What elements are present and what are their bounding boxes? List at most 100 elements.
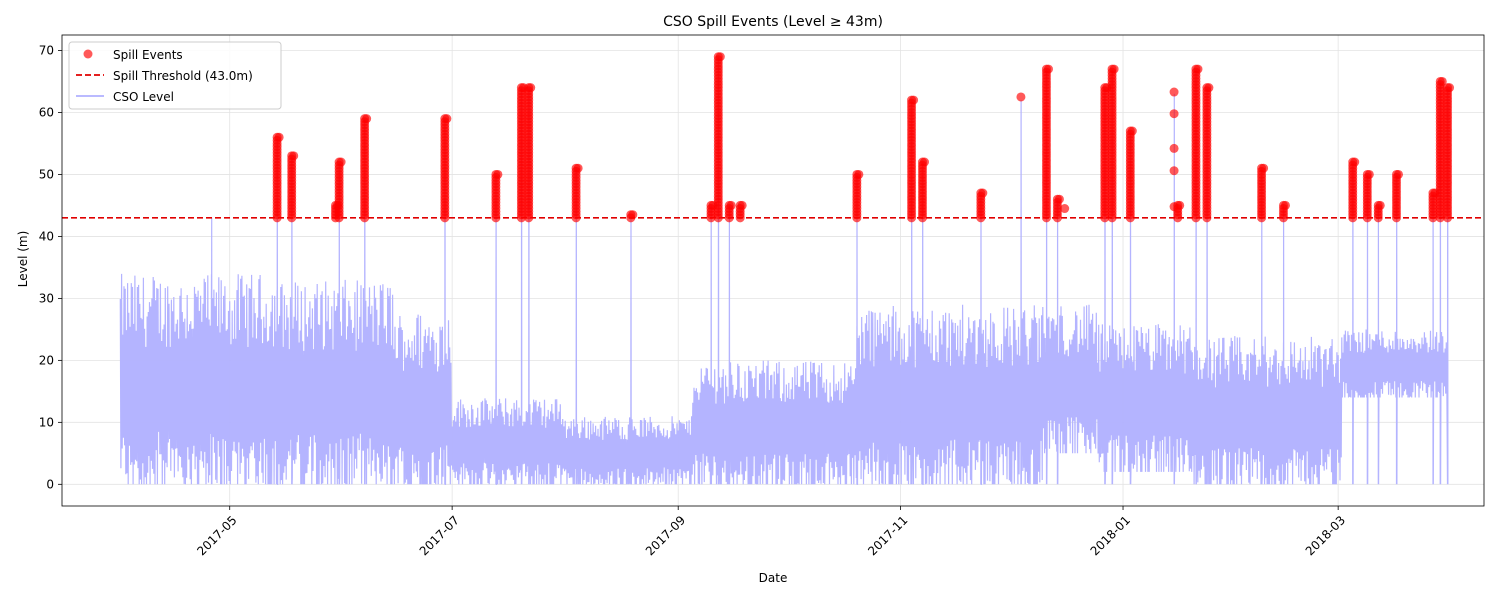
legend-label-spill-threshold: Spill Threshold (43.0m) (113, 69, 253, 83)
y-tick-label: 40 (39, 229, 54, 243)
spill-point (628, 210, 638, 220)
spill-event (491, 169, 503, 223)
spill-point (289, 151, 299, 161)
spill-event (440, 114, 452, 223)
spill-event (724, 200, 736, 223)
spill-event (272, 132, 284, 223)
spill-point (336, 157, 346, 167)
spill-point (854, 169, 864, 179)
y-tick-label: 0 (46, 477, 54, 491)
plot-frame (61, 34, 1485, 507)
spill-event (287, 151, 299, 223)
spill-point (1193, 64, 1203, 74)
y-tick-label: 70 (39, 43, 54, 57)
spill-point (1169, 143, 1179, 153)
legend: Spill Events Spill Threshold (43.0m) CSO… (68, 41, 282, 110)
spill-point (1280, 200, 1290, 210)
x-tick-label: 2017-11 (865, 513, 910, 558)
x-tick-label: 2017-05 (194, 513, 239, 558)
y-tick-label: 10 (39, 415, 54, 429)
chart-title: CSO Spill Events (Level ≥ 43m) (663, 14, 883, 30)
spill-point (726, 200, 736, 210)
spill-event (1125, 126, 1137, 223)
y-tick-label: 50 (39, 167, 54, 181)
spill-event (1373, 200, 1385, 223)
legend-label-cso-level: CSO Level (113, 90, 174, 104)
cso-level-line (119, 56, 1449, 485)
spill-event (524, 83, 536, 223)
y-tick-label: 60 (39, 105, 54, 119)
cso-level-series (119, 56, 1449, 485)
spill-point (1445, 83, 1455, 93)
spill-point (1437, 76, 1447, 86)
y-tick-label: 20 (39, 353, 54, 367)
spill-event (1041, 64, 1053, 223)
x-axis-ticks: 2017-05 2017-07 2017-09 2017-11 2018-01 2018-… (194, 506, 1348, 558)
x-axis-label: Date (759, 571, 788, 585)
spill-point (1043, 64, 1053, 74)
spill-point (274, 132, 284, 142)
spill-event (1391, 169, 1403, 223)
x-tick-label: 2018-03 (1303, 513, 1348, 558)
spill-event (735, 200, 747, 223)
spill-point (1375, 200, 1385, 210)
spill-point (737, 200, 747, 210)
spill-events-series (272, 52, 1455, 223)
spill-point (442, 114, 452, 124)
spill-event (917, 157, 929, 223)
spill-event (334, 157, 346, 223)
spill-point (1259, 163, 1269, 173)
spill-event (1278, 200, 1290, 223)
spill-event (1348, 157, 1360, 223)
spill-point (1364, 169, 1374, 179)
spill-point (919, 157, 929, 167)
spill-event (626, 210, 638, 223)
spill-event (976, 188, 988, 223)
spill-event (713, 52, 725, 223)
spill-event (852, 169, 864, 223)
spill-event (516, 83, 528, 223)
spill-event (1257, 163, 1269, 223)
spill-point (1393, 169, 1403, 179)
spill-point (1169, 166, 1179, 176)
spill-point (1060, 204, 1070, 214)
spill-event (1107, 64, 1119, 223)
x-tick-label: 2017-07 (417, 513, 462, 558)
spill-point (1054, 194, 1064, 204)
spill-point (1169, 202, 1179, 212)
spill-point (1109, 64, 1119, 74)
spill-point (1350, 157, 1360, 167)
legend-marker-spill-events (83, 49, 93, 59)
spill-event (1443, 83, 1455, 223)
x-tick-label: 2017-09 (643, 513, 688, 558)
spill-point (1016, 92, 1026, 102)
spill-point (909, 95, 919, 105)
x-tick-label: 2018-01 (1088, 513, 1133, 558)
spill-event (1435, 76, 1447, 223)
spill-point (526, 83, 536, 93)
spill-point (715, 52, 725, 62)
spill-point (493, 169, 503, 179)
spill-point (1127, 126, 1137, 136)
spill-event (1100, 83, 1112, 223)
spill-point (978, 188, 988, 198)
spill-point (1169, 87, 1179, 97)
spill-event (571, 163, 583, 223)
spill-point (1204, 83, 1214, 93)
spill-event (907, 95, 919, 223)
y-axis-label: Level (m) (16, 231, 30, 288)
y-axis-ticks: 0 10 20 30 40 50 60 70 (39, 43, 62, 491)
spill-event (1202, 83, 1214, 223)
y-tick-label: 30 (39, 291, 54, 305)
spill-event (706, 200, 718, 223)
legend-box (68, 41, 282, 110)
spill-event (360, 114, 372, 223)
spill-event (1052, 194, 1064, 223)
spill-point (1169, 109, 1179, 119)
spill-event (1362, 169, 1374, 223)
spill-point (362, 114, 372, 124)
spill-event (1191, 64, 1203, 223)
legend-label-spill-events: Spill Events (113, 48, 183, 62)
spill-point (573, 163, 583, 173)
